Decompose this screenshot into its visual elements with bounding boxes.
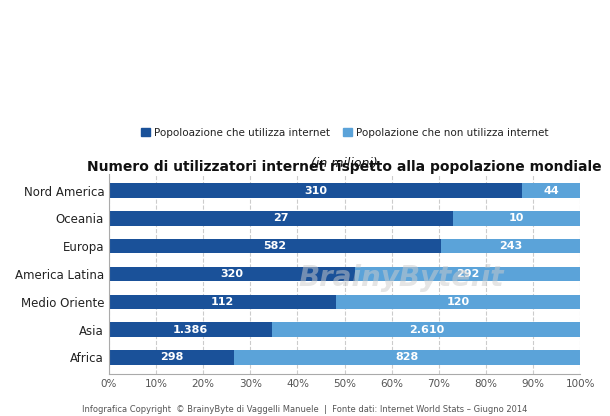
Bar [453,211,580,225]
Text: Infografica Copyright  © BrainyByte di Vaggelli Manuele  |  Fonte dati: Internet: Infografica Copyright © BrainyByte di Va… [82,405,528,414]
Text: 120: 120 [447,297,470,307]
Text: 27: 27 [273,213,289,223]
Bar [273,322,580,337]
Text: 582: 582 [264,241,287,251]
Bar [109,350,234,364]
Text: 112: 112 [211,297,234,307]
Text: 10: 10 [509,213,524,223]
Bar [109,295,337,309]
Text: BrainyByte.it: BrainyByte.it [298,264,504,292]
Bar [522,183,580,198]
Text: 828: 828 [395,352,418,362]
Bar [442,239,580,253]
Text: 2.610: 2.610 [409,324,444,334]
Bar [234,350,580,364]
Text: 310: 310 [304,186,327,196]
Bar [109,183,522,198]
Text: (in milioni): (in milioni) [311,157,378,171]
Text: 44: 44 [543,186,559,196]
Bar [356,267,580,281]
Text: 292: 292 [456,269,479,279]
Title: Numero di utilizzatori internet rispetto alla popolazione mondiale: Numero di utilizzatori internet rispetto… [87,160,602,174]
Bar [109,211,453,225]
Bar [109,267,356,281]
Text: 243: 243 [499,241,523,251]
Text: 1.386: 1.386 [173,324,209,334]
Bar [109,322,273,337]
Text: 298: 298 [160,352,183,362]
Legend: Popoloazione che utilizza internet, Popolazione che non utilizza internet: Popoloazione che utilizza internet, Popo… [137,124,553,142]
Text: 320: 320 [221,269,243,279]
Bar [337,295,580,309]
Bar [109,239,442,253]
